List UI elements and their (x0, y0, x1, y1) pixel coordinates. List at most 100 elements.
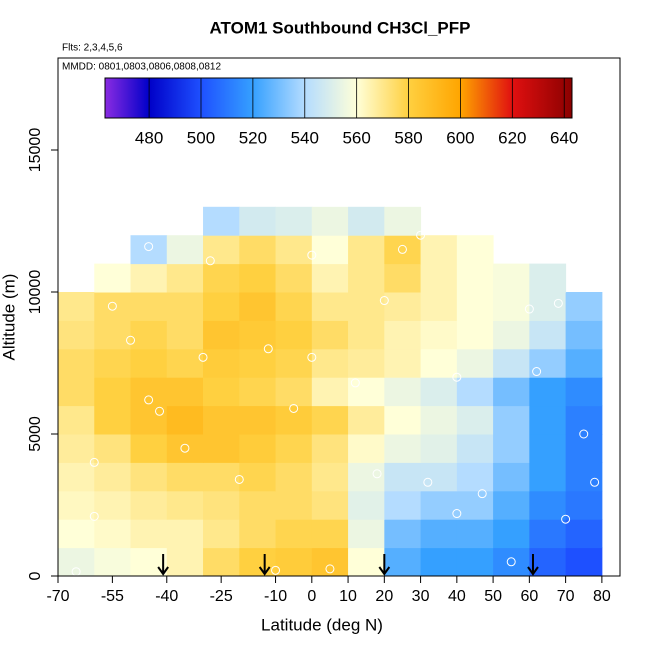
heatmap-cell (456, 547, 494, 577)
sample-point (506, 557, 516, 567)
x-tick-label: 20 (375, 588, 393, 605)
heatmap-cell (275, 519, 313, 549)
x-tick-label: 30 (412, 588, 430, 605)
arrow-shape (527, 554, 539, 576)
heatmap-cell (493, 490, 530, 520)
sample-point (89, 511, 99, 521)
heatmap-cell (565, 547, 603, 577)
heatmap-cell (130, 519, 168, 549)
chart-title: ATOM1 Southbound CH3Cl_PFP (210, 18, 471, 37)
heatmap-cell (239, 490, 277, 520)
heatmap-cell (311, 490, 349, 520)
heatmap-cell (58, 547, 95, 577)
arrow (378, 554, 391, 576)
heatmap-cell (239, 235, 277, 265)
subtitle: Flts: 2,3,4,5,6 (62, 43, 123, 54)
heatmap-cell (311, 405, 349, 435)
heatmap-cell (529, 462, 567, 492)
heatmap-cell (493, 547, 530, 577)
heatmap-cell (166, 405, 204, 435)
sample-point (234, 474, 244, 484)
colorbar-tick-label: 620 (498, 128, 526, 147)
heatmap-cell (384, 377, 422, 407)
heatmap-cell (420, 348, 458, 378)
heatmap-cell (456, 348, 494, 378)
heatmap-cell (58, 519, 95, 549)
heatmap-cell (239, 434, 277, 463)
heatmap-cell (275, 462, 313, 492)
heatmap-cell (493, 263, 530, 293)
colorbar-tick-label: 540 (291, 128, 319, 147)
colorbar (104, 77, 573, 119)
x-tick-label: -40 (155, 588, 178, 605)
heatmap-cell (94, 405, 132, 435)
y-tick-label: 10000 (27, 270, 44, 315)
heatmap-cell (311, 462, 349, 492)
heatmap-cell (311, 263, 349, 293)
heatmap-cell (420, 235, 458, 265)
heatmap-cell (311, 434, 349, 463)
sample-point (155, 406, 165, 416)
heatmap-cell (384, 206, 422, 236)
heatmap-cell (275, 320, 313, 350)
heatmap-cell (348, 377, 385, 407)
sample-point (289, 403, 299, 413)
heatmap-cell (493, 405, 530, 435)
colorbar-tick-label: 500 (187, 128, 215, 147)
heatmap-cell (275, 405, 313, 435)
heatmap-cell (311, 235, 349, 265)
heatmap-cell (348, 490, 385, 520)
heatmap-cell (420, 490, 458, 520)
heatmap-cell (565, 320, 603, 350)
x-tick-label: -10 (264, 588, 287, 605)
heatmap-cell (384, 292, 422, 321)
x-tick-label: -70 (46, 588, 69, 605)
sample-point (180, 443, 190, 453)
heatmap-cell (58, 320, 95, 350)
heatmap-cell (94, 320, 132, 350)
heatmap-cell (275, 377, 313, 407)
heatmap-cell (94, 490, 132, 520)
heatmap-cell (420, 519, 458, 549)
heatmap-cell (348, 547, 385, 577)
heatmap-cell (529, 377, 567, 407)
sample-point (271, 565, 281, 575)
heatmap-cell (275, 206, 313, 236)
heatmap-cell (203, 490, 240, 520)
heatmap-cell (311, 292, 349, 321)
heatmap-cell (529, 320, 567, 350)
sample-point (477, 489, 487, 499)
heatmap-cell (565, 519, 603, 549)
sample-point (107, 301, 117, 311)
x-axis-label: Latitude (deg N) (261, 615, 383, 634)
heatmap-cell (203, 462, 240, 492)
heatmap-cell (203, 206, 240, 236)
heatmap-cell (203, 292, 240, 321)
sample-point (144, 242, 154, 252)
sample-point (416, 230, 426, 240)
heatmap-cell (94, 462, 132, 492)
heatmap-cell (311, 377, 349, 407)
heatmap-cell (275, 263, 313, 293)
heatmap-cell (456, 490, 494, 520)
sample-point (532, 367, 542, 377)
sample-point (126, 335, 136, 345)
arrow-shape (157, 554, 169, 576)
heatmap-cell (239, 263, 277, 293)
heatmap-cell (420, 320, 458, 350)
arrow-shape (258, 554, 271, 576)
heatmap-cell (58, 462, 95, 492)
heatmap-cell (166, 490, 204, 520)
heatmap-cell (348, 434, 385, 463)
heatmap-cell (203, 320, 240, 350)
heatmap-cell (529, 434, 567, 463)
heatmap-cell (58, 405, 95, 435)
heatmap-cell (348, 519, 385, 549)
sample-point (524, 304, 534, 314)
heatmap-cell (565, 377, 603, 407)
heatmap-cell (384, 320, 422, 350)
heatmap-cell (130, 348, 168, 378)
sample-point (579, 429, 589, 439)
heatmap-cell (565, 348, 603, 378)
heatmap-cell (384, 348, 422, 378)
